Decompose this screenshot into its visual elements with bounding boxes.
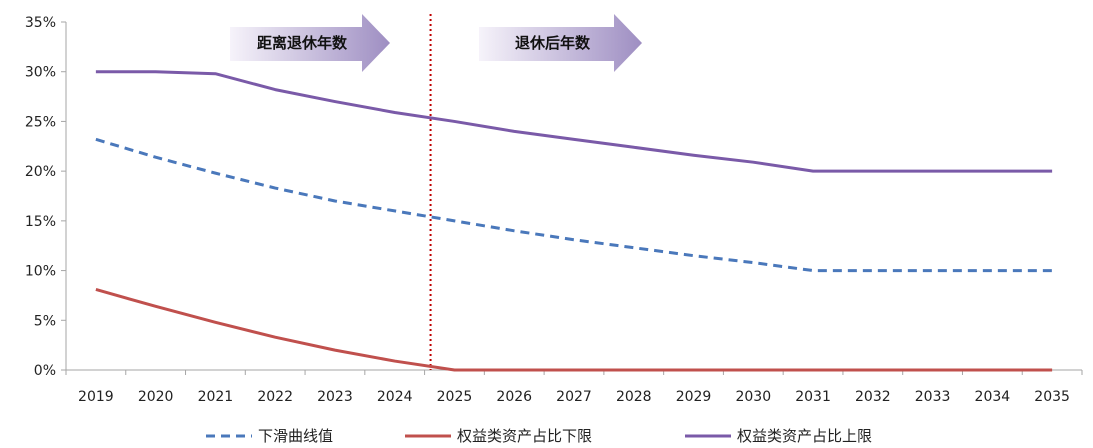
x-tick-label: 2024 xyxy=(377,389,413,405)
x-tick-label: 2034 xyxy=(975,389,1011,405)
series-line-0 xyxy=(95,137,1053,273)
x-tick-label: 2023 xyxy=(317,389,353,405)
x-tick-label: 2035 xyxy=(1034,389,1070,405)
series-lines xyxy=(95,70,1053,372)
legend-label: 下滑曲线值 xyxy=(258,427,333,445)
annotation-arrows: 距离退休年数 退休后年数 xyxy=(230,14,642,72)
x-tick-label: 2025 xyxy=(437,389,473,405)
x-axis-ticks: 2019 2020 2021 2022 2023 2024 2025 2026 2027 2028… xyxy=(65,370,1083,405)
legend-label: 权益类资产占比上限 xyxy=(737,427,872,445)
x-tick-label: 2031 xyxy=(795,389,831,405)
x-tick-label: 2020 xyxy=(138,389,174,405)
annotation-arrow xyxy=(230,14,390,72)
x-tick-label: 2027 xyxy=(556,389,592,405)
x-tick-label: 2021 xyxy=(198,389,234,405)
annotation-label: 退休后年数 xyxy=(515,34,591,52)
y-tick-label: 20% xyxy=(25,164,56,180)
y-tick-label: 30% xyxy=(25,65,56,81)
x-tick-label: 2033 xyxy=(915,389,951,405)
x-tick-label: 2029 xyxy=(676,389,712,405)
y-tick-label: 5% xyxy=(34,313,56,329)
series-line-2 xyxy=(95,70,1053,173)
y-tick-label: 10% xyxy=(25,264,56,280)
annotation-arrow xyxy=(479,14,642,72)
y-tick-label: 25% xyxy=(25,114,56,130)
series-line-1 xyxy=(95,288,1053,372)
annotation-label: 距离退休年数 xyxy=(257,34,348,52)
y-tick-label: 15% xyxy=(25,214,56,230)
x-tick-label: 2026 xyxy=(496,389,532,405)
y-tick-label: 0% xyxy=(34,363,56,379)
legend-label: 权益类资产占比下限 xyxy=(457,427,592,445)
x-tick-label: 2028 xyxy=(616,389,652,405)
x-tick-label: 2030 xyxy=(735,389,771,405)
y-tick-label: 35% xyxy=(25,15,56,31)
legend: 下滑曲线值 权益类资产占比下限 权益类资产占比上限 xyxy=(206,427,872,445)
x-tick-label: 2032 xyxy=(855,389,891,405)
x-tick-label: 2019 xyxy=(78,389,114,405)
x-tick-label: 2022 xyxy=(257,389,293,405)
y-axis-ticks: 0% 5% 10% 15% 20% 25% 30% 35% xyxy=(25,15,66,379)
